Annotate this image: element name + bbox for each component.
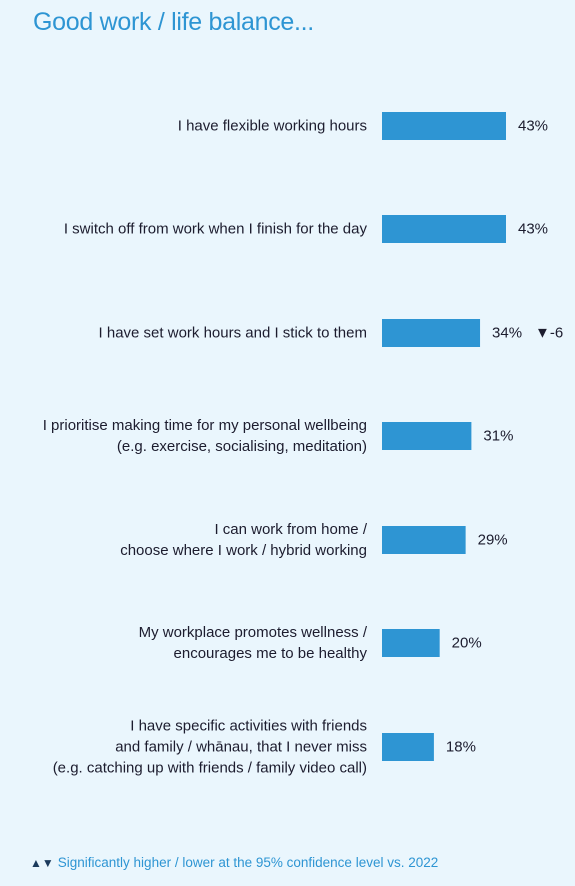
category-label: and family / whānau, that I never miss [115, 739, 367, 756]
category-label: I have set work hours and I stick to the… [99, 325, 367, 342]
value-label: 20% [452, 635, 482, 652]
category-label: I switch off from work when I finish for… [64, 221, 368, 238]
value-label: 31% [483, 428, 513, 445]
footnote-text: Significantly higher / lower at the 95% … [57, 855, 439, 870]
value-label: 43% [518, 118, 548, 135]
change-label: ▼-6 [535, 325, 563, 342]
value-label: 18% [446, 739, 476, 756]
significance-arrows-icon: ▲▼ [30, 856, 54, 870]
bar [382, 319, 481, 347]
category-label: My workplace promotes wellness / [139, 624, 368, 641]
category-label: I can work from home / [214, 521, 367, 538]
category-label: I prioritise making time for my personal… [43, 417, 367, 434]
footnote: ▲▼ Significantly higher / lower at the 95… [30, 855, 438, 870]
category-label: choose where I work / hybrid working [120, 542, 367, 559]
chart-title: Good work / life balance... [33, 8, 314, 36]
category-label: I have specific activities with friends [130, 718, 367, 735]
bar [382, 422, 472, 450]
value-label: 34% [492, 325, 522, 342]
bar [382, 215, 506, 243]
bar [382, 112, 506, 140]
value-label: 43% [518, 221, 548, 238]
bar [382, 629, 440, 657]
category-label: encourages me to be healthy [174, 645, 368, 662]
bar [382, 733, 434, 761]
category-label: (e.g. exercise, socialising, meditation) [117, 438, 367, 455]
category-label: (e.g. catching up with friends / family … [53, 760, 367, 777]
category-label: I have flexible working hours [178, 118, 367, 135]
value-label: 29% [478, 532, 508, 549]
bar [382, 526, 466, 554]
